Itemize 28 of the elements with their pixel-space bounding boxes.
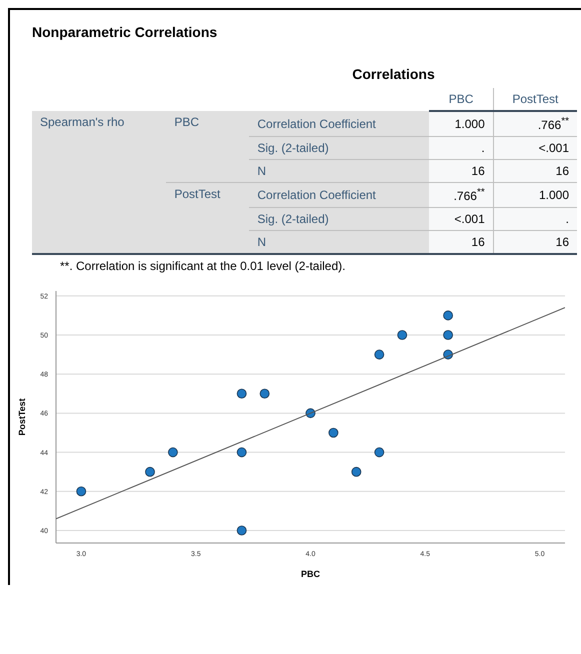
text: 16 <box>556 164 569 178</box>
text: N <box>257 164 266 178</box>
text: PBC <box>448 92 474 106</box>
text: Sig. (2-tailed) <box>257 141 329 155</box>
text: Nonparametric Correlations <box>32 24 218 40</box>
text: 1.000 <box>538 188 569 202</box>
text: .766$^{**}$ <box>454 187 485 203</box>
text: . <box>566 212 569 226</box>
text: 16 <box>471 164 485 178</box>
text: .766$^{**}$ <box>538 116 569 132</box>
text: 1.000 <box>454 117 485 131</box>
text: N <box>257 235 266 249</box>
text: Sig. (2-tailed) <box>257 212 329 226</box>
text: <.001 <box>538 141 569 155</box>
y-axis-title: PostTest <box>17 398 28 436</box>
text: <.001 <box>454 212 485 226</box>
text: Correlation Coefficient <box>257 188 376 202</box>
text: Correlations <box>351 66 436 82</box>
text: 16 <box>471 235 485 249</box>
x-axis-title: PBC <box>300 569 320 579</box>
text: **. Correlation is significant at the 0.01 level (2-tailed). <box>60 259 346 273</box>
text: PostTest <box>174 187 220 201</box>
text: PBC <box>174 115 200 129</box>
text: Correlation Coefficient <box>257 116 376 130</box>
text: Spearman's rho <box>40 115 124 129</box>
text: . <box>481 141 485 155</box>
text: 16 <box>556 235 569 249</box>
text: PostTest <box>512 92 558 106</box>
